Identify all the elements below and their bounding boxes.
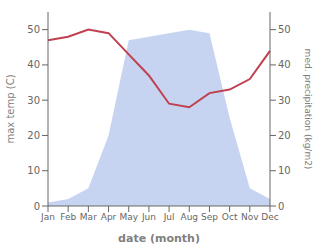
svg-text:20: 20 (278, 130, 291, 141)
svg-text:50: 50 (27, 24, 40, 35)
svg-text:10: 10 (278, 165, 291, 176)
svg-text:Sep: Sep (201, 212, 218, 222)
svg-text:0: 0 (278, 201, 284, 212)
svg-text:Dec: Dec (261, 212, 278, 222)
svg-text:Nov: Nov (241, 212, 259, 222)
svg-text:30: 30 (278, 95, 291, 106)
svg-text:May: May (119, 212, 138, 222)
svg-text:Jan: Jan (40, 212, 55, 222)
svg-text:Jul: Jul (163, 212, 175, 222)
svg-text:Oct: Oct (222, 212, 238, 222)
svg-text:20: 20 (27, 130, 40, 141)
svg-text:0: 0 (34, 201, 40, 212)
svg-text:Mar: Mar (80, 212, 97, 222)
svg-text:Feb: Feb (60, 212, 76, 222)
svg-text:Aug: Aug (180, 212, 198, 222)
svg-text:30: 30 (27, 95, 40, 106)
svg-text:40: 40 (27, 59, 40, 70)
svg-text:Apr: Apr (101, 212, 117, 222)
svg-text:date (month): date (month) (118, 232, 200, 245)
svg-text:50: 50 (278, 24, 291, 35)
svg-text:med. precipitation (kg/m2): med. precipitation (kg/m2) (303, 49, 310, 170)
svg-text:40: 40 (278, 59, 291, 70)
svg-text:max temp (C): max temp (C) (8, 74, 16, 143)
svg-text:10: 10 (27, 165, 40, 176)
svg-text:Jun: Jun (141, 212, 156, 222)
